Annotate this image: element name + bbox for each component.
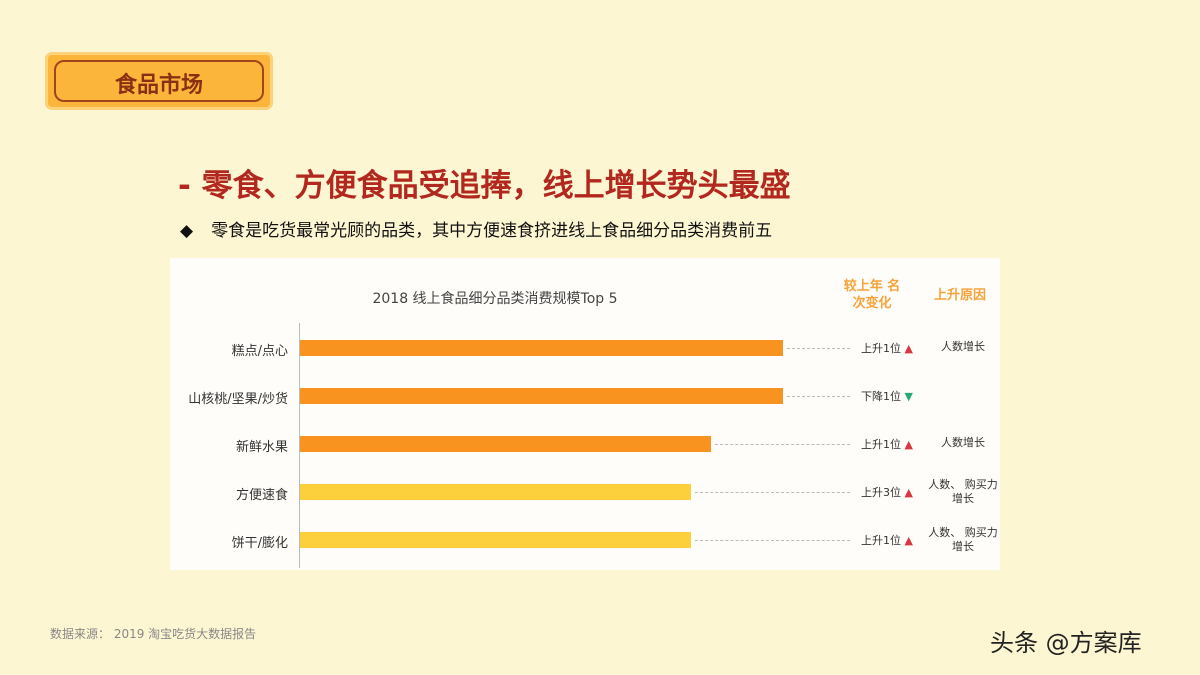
rank-change-text: 上升1位 <box>861 438 901 451</box>
rank-change: 下降1位 ▼ <box>861 388 913 404</box>
badge-label: 食品市场 <box>114 73 203 98</box>
triangle-up-icon: ▲ <box>904 534 913 547</box>
section-badge: 食品市场 <box>48 55 270 107</box>
rank-change: 上升1位 ▲ <box>861 532 913 548</box>
triangle-up-icon: ▲ <box>904 342 913 355</box>
leader-line <box>787 348 850 349</box>
reason: 人数增长 <box>941 340 985 353</box>
data-source: 数据来源： 2019 淘宝吃货大数据报告 <box>50 627 257 641</box>
leader-line <box>695 540 850 541</box>
rank-change-text: 下降1位 <box>861 390 901 403</box>
bar <box>300 484 692 500</box>
rank-change-text: 上升1位 <box>861 534 901 547</box>
triangle-up-icon: ▲ <box>904 438 913 451</box>
reason: 人数、 购买力增长 <box>928 478 998 505</box>
leader-line <box>695 492 850 493</box>
reason: 人数增长 <box>941 436 985 449</box>
bullet-point: ◆ 零食是吃货最常光顾的品类，其中方便速食挤进线上食品细分品类消费前五 <box>180 216 772 241</box>
category-label: 新鲜水果 <box>235 440 288 455</box>
category-label: 山核桃/坚果/炒货 <box>188 392 288 407</box>
rank-header: 较上年 名次变化 <box>843 279 901 311</box>
chart-title: 2018 线上食品细分品类消费规模Top 5 <box>372 291 618 307</box>
y-axis <box>299 323 300 568</box>
rank-change-text: 上升1位 <box>861 342 901 355</box>
bar <box>300 388 783 404</box>
rank-change: 上升1位 ▲ <box>861 436 913 452</box>
bar <box>300 532 692 548</box>
reason: 人数、 购买力增长 <box>928 526 998 553</box>
triangle-down-icon: ▼ <box>904 390 913 403</box>
category-label: 方便速食 <box>235 488 288 503</box>
diamond-icon: ◆ <box>180 221 194 241</box>
bar <box>300 340 783 356</box>
bar <box>300 436 711 452</box>
category-label: 饼干/膨化 <box>231 536 288 551</box>
watermark: 头条 @方案库 <box>990 629 1142 657</box>
leader-line <box>787 396 850 397</box>
chart-panel: 2018 线上食品细分品类消费规模Top 5 较上年 名次变化 上升原因 糕点/… <box>170 258 1000 570</box>
reason-header: 上升原因 <box>933 288 986 303</box>
rank-change-text: 上升3位 <box>861 486 901 499</box>
category-label: 糕点/点心 <box>231 344 288 359</box>
leader-line <box>714 444 850 445</box>
rank-change: 上升3位 ▲ <box>861 484 913 500</box>
triangle-up-icon: ▲ <box>904 486 913 499</box>
bullet-text: 零食是吃货最常光顾的品类，其中方便速食挤进线上食品细分品类消费前五 <box>211 221 773 241</box>
headline: - 零食、方便食品受追捧，线上增长势头最盛 <box>178 168 791 204</box>
rank-change: 上升1位 ▲ <box>861 340 913 356</box>
